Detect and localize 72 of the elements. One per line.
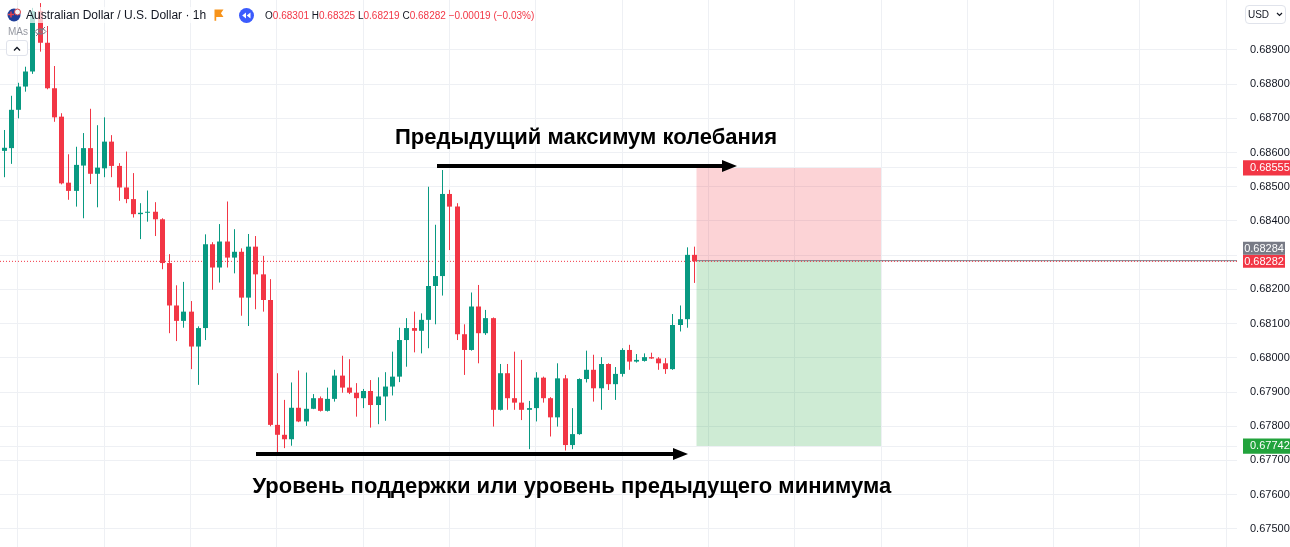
candlestick bbox=[383, 371, 388, 422]
y-tick-label: 0.67900 bbox=[1250, 385, 1290, 398]
candlestick bbox=[591, 354, 596, 403]
y-tick-label: 0.68000 bbox=[1250, 350, 1290, 363]
candlestick bbox=[325, 387, 330, 413]
candlestick bbox=[332, 369, 337, 403]
candlestick bbox=[606, 362, 611, 391]
y-tick-label: 0.68900 bbox=[1250, 42, 1290, 55]
y-tick-label: 0.68100 bbox=[1250, 316, 1290, 329]
candlestick bbox=[613, 366, 618, 401]
candlestick bbox=[232, 228, 237, 274]
y-tick-label: 0.67600 bbox=[1250, 487, 1290, 500]
candlestick bbox=[196, 325, 201, 386]
annotation: Предыдущий максимум колебания bbox=[395, 124, 778, 150]
y-tick-label: 0.68600 bbox=[1250, 145, 1290, 158]
y-tick-label: 0.68200 bbox=[1250, 282, 1290, 295]
candlestick bbox=[153, 201, 158, 237]
candlestick bbox=[304, 372, 309, 427]
candlestick bbox=[361, 388, 366, 409]
ref-line-label: 0.68284 bbox=[1244, 241, 1284, 254]
y-tick-label: 0.68400 bbox=[1250, 214, 1290, 227]
candlestick bbox=[584, 350, 589, 383]
candlestick bbox=[282, 399, 287, 449]
y-tick-label: 0.67800 bbox=[1250, 419, 1290, 432]
candlestick bbox=[16, 82, 21, 119]
annotation: Уровень поддержки или уровень предыдущего минимума bbox=[252, 473, 892, 499]
currency-dropdown: USD bbox=[1245, 5, 1286, 24]
candlestick bbox=[627, 344, 632, 371]
candlestick bbox=[404, 317, 409, 368]
candlestick bbox=[462, 323, 467, 376]
candlestick bbox=[376, 376, 381, 425]
candlestick bbox=[368, 379, 373, 429]
text: Australian Dollar / U.S. Dollar · 1h bbox=[24, 7, 209, 23]
y-tick-label: 0.67500 bbox=[1250, 521, 1290, 534]
text: O0.68301 H0.68325 L0.68219 C0.68282 −0.00019 (−0.03%) bbox=[265, 9, 535, 21]
candlestick bbox=[678, 304, 683, 332]
y-tick-label: 0.67700 bbox=[1250, 453, 1290, 466]
candlestick bbox=[483, 309, 488, 336]
candlestick bbox=[541, 376, 546, 404]
candlestick bbox=[620, 347, 625, 378]
candlestick bbox=[296, 369, 301, 423]
candlestick bbox=[145, 190, 150, 223]
candlestick bbox=[81, 132, 86, 219]
candlestick bbox=[66, 153, 71, 201]
candlestick bbox=[512, 351, 517, 411]
candlestick bbox=[433, 224, 438, 325]
candlestick bbox=[117, 162, 122, 202]
y-tick-label: 0.68800 bbox=[1250, 77, 1290, 90]
candlestick bbox=[527, 400, 532, 450]
y-tick-label: 0.67742 bbox=[1250, 439, 1290, 452]
ref-line-label: 0.68282 bbox=[1244, 254, 1284, 267]
candlestick bbox=[412, 311, 417, 353]
y-tick-label: 0.68555 bbox=[1250, 161, 1290, 173]
candlestick bbox=[548, 396, 553, 438]
annotation: MAs bbox=[8, 26, 28, 37]
candlestick bbox=[95, 124, 100, 208]
candlestick bbox=[447, 189, 452, 251]
y-tick-label: 0.68700 bbox=[1250, 111, 1290, 124]
candlestick bbox=[124, 151, 129, 204]
candlestick bbox=[390, 351, 395, 396]
candlestick bbox=[340, 355, 345, 394]
candlestick bbox=[570, 407, 575, 450]
candlestick bbox=[174, 284, 179, 342]
candlestick bbox=[181, 281, 186, 329]
candlestick bbox=[347, 358, 352, 395]
candlestick bbox=[419, 312, 424, 354]
y-tick-label: 0.68500 bbox=[1250, 179, 1290, 192]
candlestick bbox=[2, 129, 7, 178]
candlestick bbox=[131, 172, 136, 219]
candlestick bbox=[354, 382, 359, 418]
candlestick bbox=[23, 66, 28, 93]
candlestick bbox=[519, 359, 524, 421]
